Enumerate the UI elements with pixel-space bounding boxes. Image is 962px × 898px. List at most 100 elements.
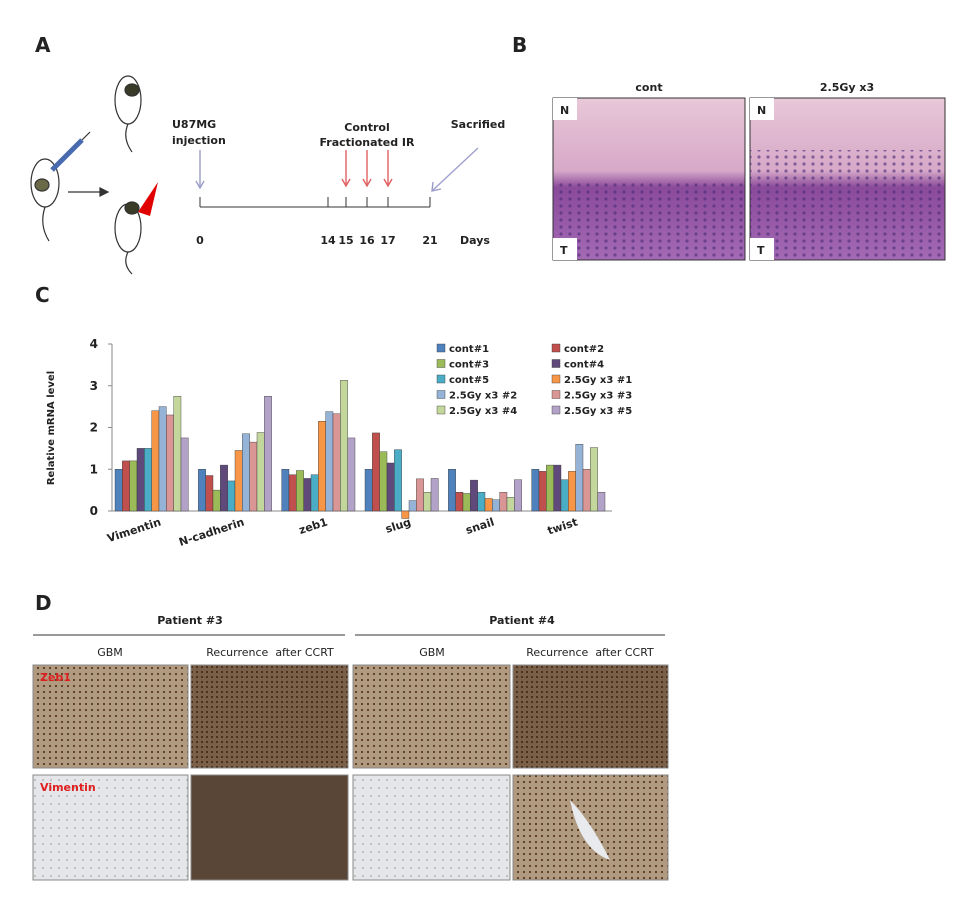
bar [166,414,174,512]
bar [416,478,424,512]
bar [122,460,130,512]
layout [30,75,946,881]
y-tick-label: 0 [90,504,98,518]
y-tick-label: 3 [90,379,98,393]
histology-texture [553,180,745,260]
bar [484,498,493,512]
column-label: Recurrence after CCRT [206,646,334,659]
legend-swatch [436,374,446,384]
end-label: Sacrified [451,118,506,131]
timeline-arrows [195,147,479,192]
column-label: Recurrence after CCRT [526,646,654,659]
label-box [750,238,774,260]
bar [220,464,228,512]
y-axis-label: Relative mRNA level [46,371,57,485]
histology-texture [750,150,945,260]
column-label: GBM [97,646,123,659]
bar [401,510,410,519]
bar [477,492,486,512]
panel-letter: B [512,33,527,57]
y-tick-label: 4 [90,337,98,351]
ihc-image [190,774,349,881]
bar [310,474,319,512]
legend-label: cont#3 [449,360,489,371]
bar [531,469,540,512]
legend-swatch [436,390,446,399]
row-label: Vimentin [40,781,96,794]
unit-label: Days [460,234,490,247]
bar [198,469,206,512]
legend-swatch [551,405,561,415]
x-tick-label: snail [464,515,496,536]
region-label: T [757,244,765,257]
injection-label: injection [172,134,226,147]
ihc-image [352,774,511,881]
ihc-image [32,664,189,769]
bar [538,471,547,512]
bar [364,469,373,512]
bar [318,421,326,512]
x-tick-label: zeb1 [297,515,329,536]
column-label: 2.5Gy x3 [820,81,874,94]
bar [546,464,554,512]
bar [455,492,464,512]
legend-label: 2.5Gy x3 #3 [564,391,632,402]
ihc-detail [570,800,610,860]
column-label: GBM [419,646,445,659]
bar [180,437,189,512]
legend-swatch [551,343,561,353]
bar [303,478,312,512]
bar [514,479,522,512]
ihc-image [190,664,349,769]
legend-swatch [551,374,561,384]
bar [242,433,250,512]
bar [249,441,258,512]
region-label: T [560,244,568,257]
region-label: N [757,104,766,117]
label-box [750,98,774,120]
x-tick-label: N-cadherin [177,515,246,548]
bar [430,478,439,512]
ir-label: Fractionated IR [319,136,415,149]
bar [332,413,341,512]
legend-swatch [436,343,446,353]
bar [582,469,591,512]
label-box [553,98,577,120]
bar [264,395,272,512]
legend-label: cont#2 [564,344,604,355]
bar [325,411,334,512]
region-label: N [560,104,569,117]
legend-label: cont#5 [449,375,489,386]
day-label: 0 [196,234,204,247]
bar [379,451,388,512]
legend-label: 2.5Gy x3 #1 [564,375,632,386]
day-label: 17 [380,234,395,247]
day-label: 16 [359,234,375,247]
bar [575,444,584,512]
bar [386,462,395,512]
ihc-image [512,664,669,769]
row-label: Zeb1 [40,671,71,684]
bar [158,406,167,512]
bar [114,469,123,512]
bar [347,437,356,512]
mouse-icons [30,75,158,275]
ir-arrows [341,150,393,188]
bar [372,432,380,512]
legend-swatch [436,405,446,415]
bar [288,474,297,512]
bar [506,497,515,512]
panel-letter: C [35,283,50,307]
y-tick-label: 1 [90,462,98,476]
ir-label: Control [344,121,389,134]
bar [408,500,417,512]
bar [151,410,160,512]
bar [423,492,432,512]
bar [597,492,606,512]
bar [492,499,500,512]
bar [256,432,265,512]
day-label: 15 [338,234,353,247]
day-label: 14 [320,234,336,247]
bar [296,470,304,512]
